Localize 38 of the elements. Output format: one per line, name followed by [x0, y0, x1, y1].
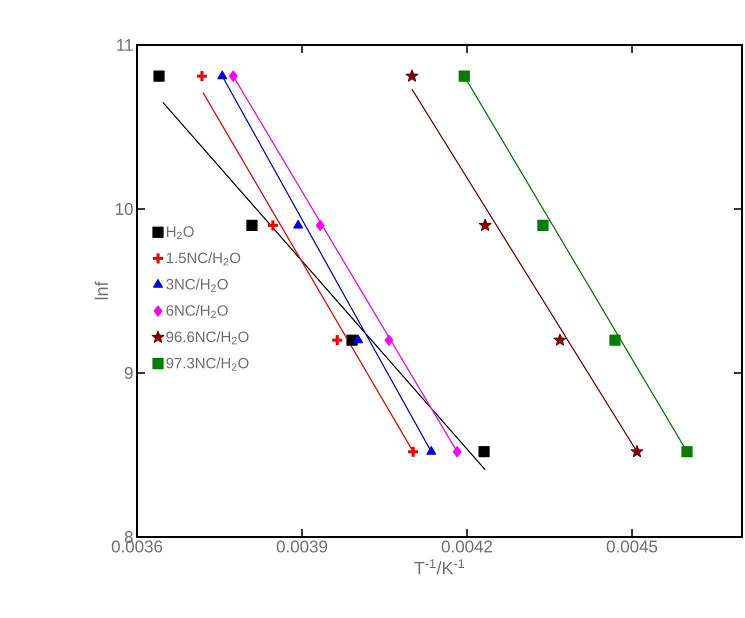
x-axis-title: T$^{-1}$/K$^{-1}$	[414, 559, 464, 574]
x-tick-label: 0.0039	[276, 540, 328, 552]
point	[217, 70, 228, 80]
y-axis-title: lnf	[94, 281, 108, 300]
y-tick-label: 11	[117, 39, 133, 51]
point	[478, 218, 492, 231]
point	[630, 445, 644, 458]
x-tick-label: 0.0042	[442, 540, 492, 552]
x-tick-label: 0.0036	[112, 540, 162, 552]
legend-label: 3NC/H$_{2}$O	[166, 278, 228, 292]
point	[228, 70, 238, 82]
point	[266, 218, 280, 232]
legend-label: H$_{2}$O	[166, 226, 194, 240]
point	[316, 220, 325, 231]
legend-label: 97.3NC/H$_{2}$O	[166, 357, 249, 371]
point	[609, 334, 621, 346]
legend-label: 96.6NC/H$_{2}$O	[166, 331, 249, 344]
x-tick-label: 0.0045	[606, 540, 658, 552]
point	[293, 220, 304, 228]
point	[681, 446, 693, 458]
point	[384, 334, 394, 346]
point	[195, 70, 208, 83]
point	[458, 70, 470, 82]
legend-label: 1.5NC/H$_{2}$O	[166, 252, 240, 266]
point	[478, 446, 490, 458]
point	[537, 220, 549, 231]
point	[353, 334, 364, 344]
point	[246, 220, 258, 231]
point	[452, 446, 462, 458]
point	[153, 70, 165, 82]
y-tick-label: 9	[124, 366, 133, 379]
point	[554, 334, 566, 346]
point	[406, 70, 418, 82]
point	[406, 445, 420, 458]
point	[426, 446, 436, 455]
point	[330, 334, 344, 347]
legend-label: 6NC/H$_{2}$O	[166, 304, 228, 318]
y-tick-label: 10	[116, 202, 133, 215]
